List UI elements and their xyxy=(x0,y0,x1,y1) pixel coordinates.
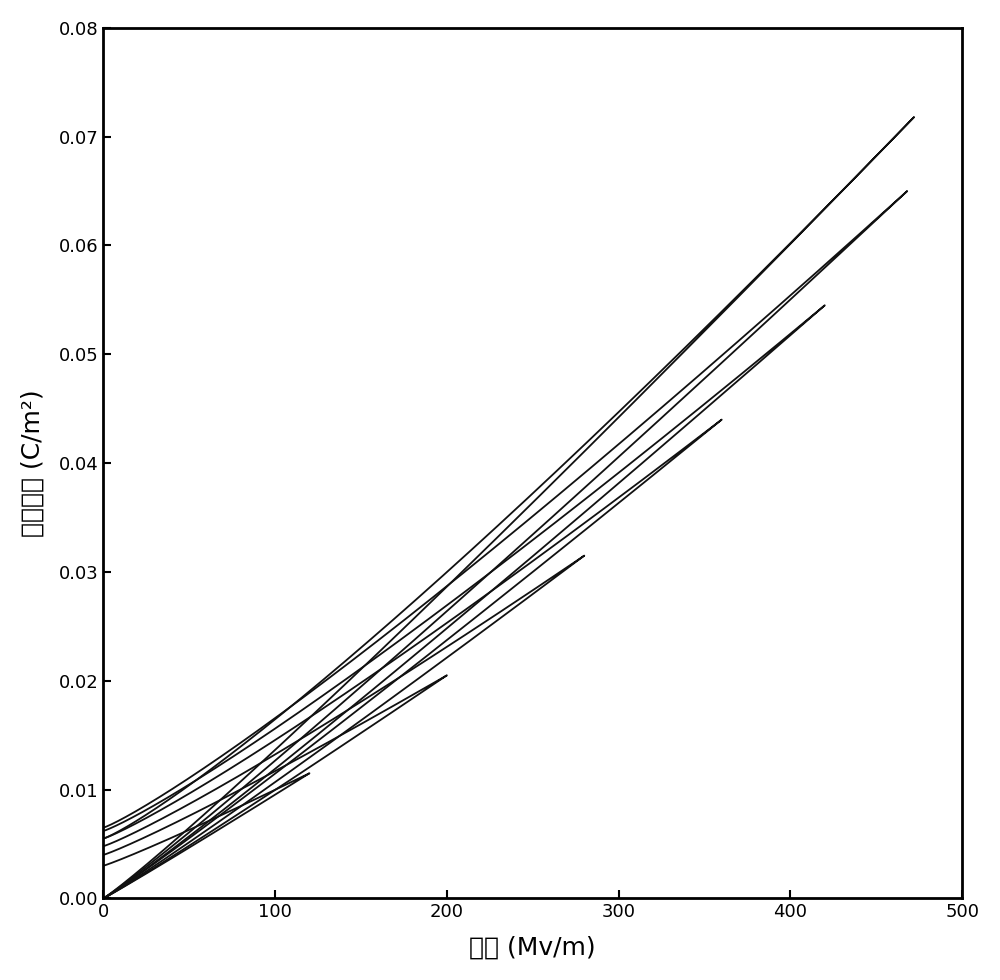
X-axis label: 电场 (Mv/m): 电场 (Mv/m) xyxy=(469,935,596,959)
Y-axis label: 极化强度 (C/m²): 极化强度 (C/m²) xyxy=(21,389,45,537)
